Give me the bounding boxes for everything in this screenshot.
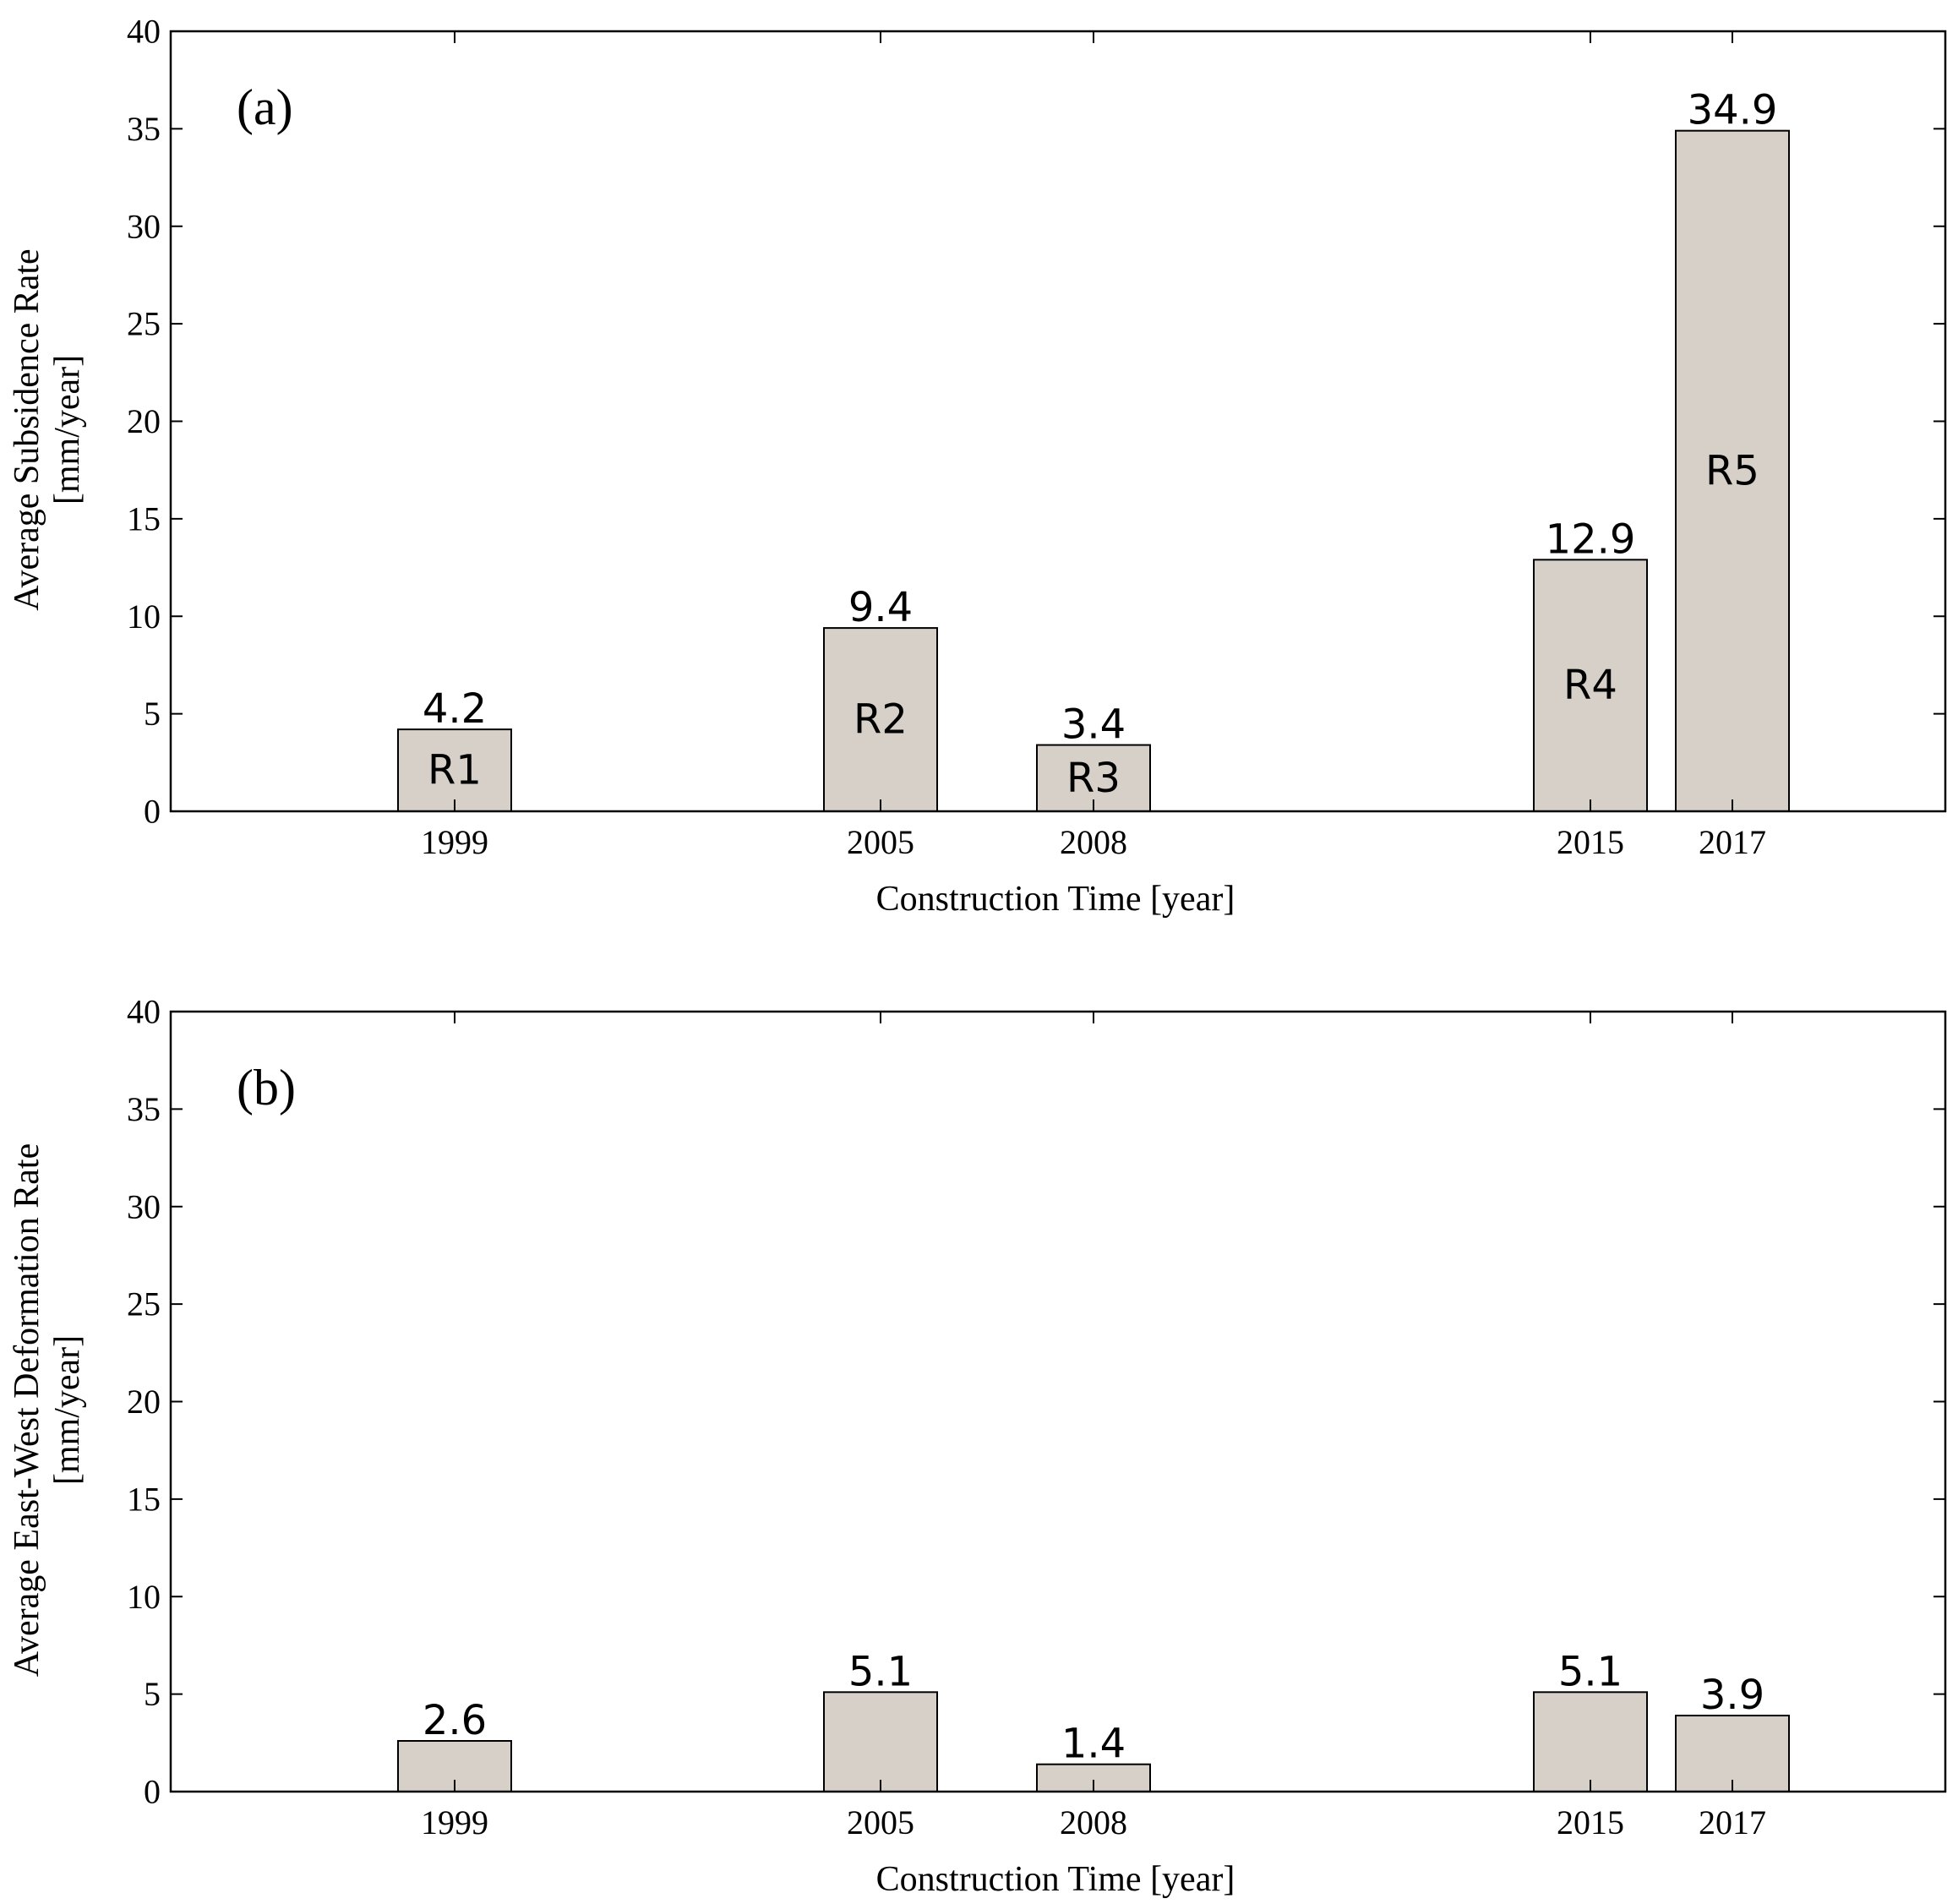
x-tick-label: 2008 (1060, 1803, 1127, 1841)
y-tick-label: 10 (127, 1578, 161, 1616)
x-tick-label: 2017 (1699, 1803, 1766, 1841)
x-tick-label: 2015 (1557, 1803, 1624, 1841)
y-axis-title-line: Average Subsidence Rate (8, 248, 46, 610)
y-tick-label: 35 (127, 110, 161, 148)
bar-2015 (1533, 1691, 1648, 1793)
value-label-2017: 34.9 (1688, 87, 1778, 134)
panel-b-east-west-chart: 2.6 5.1 1.4 5.1 3.9 0 5 10 15 20 25 30 35 40 1999 2005 2… (8, 993, 1947, 1899)
y-tick-label: 20 (127, 402, 161, 440)
x-axis-title: Construction Time [year] (876, 1860, 1235, 1899)
bar-2017 (1675, 1715, 1790, 1792)
bar-name-R3: R3 (1066, 755, 1121, 802)
value-label-2015: 12.9 (1546, 516, 1636, 563)
panel-a-subsidence-chart: 4.2 R1 9.4 R2 3.4 R3 12.9 R4 34.9 R5 0 5 10 15 20 25 30 3… (8, 13, 1947, 919)
y-tick-label: 30 (127, 207, 161, 245)
y-axis-title: Average East-West Deformation Rate[mm/ye… (8, 1143, 87, 1677)
bar-2005 (823, 627, 938, 812)
y-tick-label: 25 (127, 305, 161, 343)
value-label-2005: 9.4 (848, 584, 913, 631)
y-tick-label: 25 (127, 1285, 161, 1323)
x-tick-label: 1999 (421, 1803, 488, 1841)
y-tick-label: 30 (127, 1187, 161, 1225)
x-tick-label: 2015 (1557, 823, 1624, 861)
value-label-1999: 4.2 (423, 685, 487, 733)
y-axis-title-line: Average East-West Deformation Rate (8, 1143, 46, 1677)
panel-label: (b) (237, 1060, 296, 1116)
x-axis-title: Construction Time [year] (876, 880, 1235, 919)
y-tick-label: 10 (127, 597, 161, 636)
bar-2005 (823, 1691, 938, 1793)
y-tick-label: 20 (127, 1383, 161, 1421)
bar-name-R5: R5 (1705, 447, 1759, 494)
y-tick-label: 0 (144, 793, 161, 831)
y-axis-title-line: [mm/year] (48, 355, 87, 505)
y-tick-label: 35 (127, 1090, 161, 1128)
plot-frame (169, 1010, 1947, 1793)
y-tick-label: 5 (144, 1675, 161, 1713)
bar-name-R4: R4 (1563, 662, 1617, 709)
x-tick-label: 1999 (421, 823, 488, 861)
bar-2017 (1675, 129, 1790, 812)
y-axis-title-line: [mm/year] (48, 1335, 87, 1485)
bar-2008 (1036, 744, 1151, 812)
y-tick-label: 0 (144, 1773, 161, 1811)
value-label-2008: 1.4 (1061, 1721, 1126, 1768)
bar-name-R1: R1 (428, 747, 482, 794)
x-tick-label: 2008 (1060, 823, 1127, 861)
value-label-2005: 5.1 (848, 1648, 913, 1695)
y-tick-label: 40 (127, 993, 161, 1031)
y-tick-label: 5 (144, 695, 161, 733)
y-tick-label: 15 (127, 1480, 161, 1518)
x-tick-label: 2005 (847, 823, 914, 861)
value-label-2015: 5.1 (1558, 1648, 1623, 1695)
bar-name-R2: R2 (854, 696, 908, 744)
value-label-2008: 3.4 (1061, 701, 1126, 749)
x-tick-label: 2017 (1699, 823, 1766, 861)
value-label-2017: 3.9 (1700, 1672, 1764, 1719)
value-label-1999: 2.6 (423, 1697, 487, 1744)
x-tick-label: 2005 (847, 1803, 914, 1841)
y-axis-title: Average Subsidence Rate[mm/year] (8, 248, 87, 610)
y-tick-label: 15 (127, 499, 161, 537)
y-tick-label: 40 (127, 13, 161, 51)
bar-1999 (397, 728, 512, 813)
bar-2015 (1533, 559, 1648, 813)
panel-label: (a) (237, 79, 293, 135)
